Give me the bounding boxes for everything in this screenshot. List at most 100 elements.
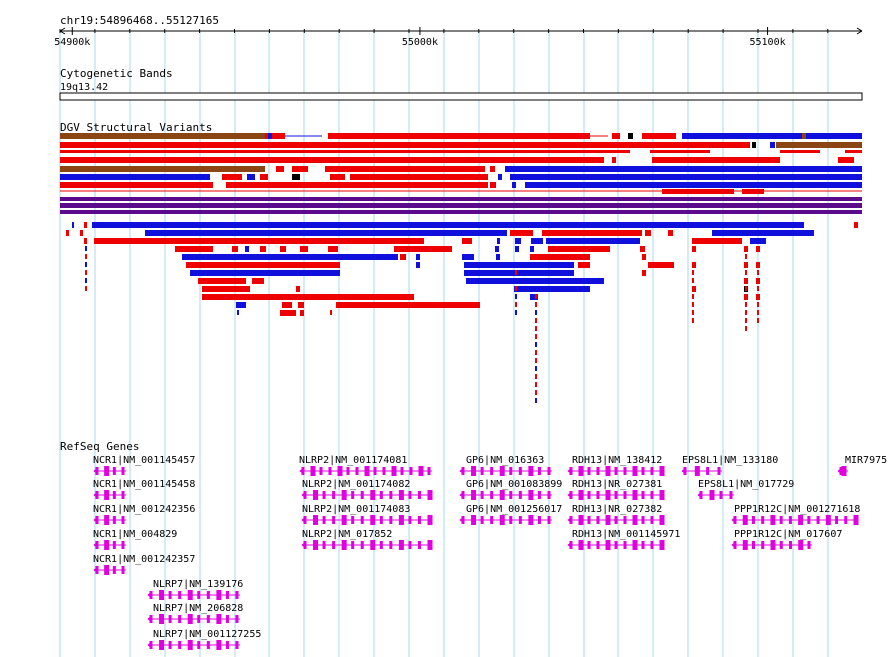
- structural-variant[interactable]: [640, 246, 645, 252]
- structural-variant[interactable]: [612, 133, 620, 139]
- structural-variant[interactable]: [645, 230, 651, 236]
- structural-variant[interactable]: [745, 302, 747, 307]
- structural-variant[interactable]: [60, 210, 862, 214]
- dgv-features[interactable]: [60, 133, 862, 403]
- structural-variant[interactable]: [530, 294, 538, 300]
- gene-model[interactable]: [731, 515, 859, 525]
- structural-variant[interactable]: [400, 254, 406, 260]
- structural-variant[interactable]: [515, 278, 517, 283]
- structural-variant[interactable]: [757, 262, 759, 267]
- structural-variant[interactable]: [182, 254, 398, 260]
- gene-model[interactable]: [301, 490, 433, 500]
- structural-variant[interactable]: [510, 174, 862, 180]
- structural-variant[interactable]: [280, 310, 296, 316]
- gene-model[interactable]: [459, 466, 552, 476]
- gene-model[interactable]: [93, 565, 126, 575]
- structural-variant[interactable]: [692, 286, 694, 291]
- ruler[interactable]: chr19:54896468..55127165 54900k 55000k 551…: [54, 14, 863, 48]
- structural-variant[interactable]: [692, 262, 696, 268]
- structural-variant[interactable]: [744, 246, 748, 252]
- structural-variant[interactable]: [692, 246, 696, 252]
- structural-variant[interactable]: [145, 230, 507, 236]
- structural-variant[interactable]: [510, 230, 533, 236]
- gene-model[interactable]: [837, 466, 848, 476]
- cytoband-bar[interactable]: [59, 92, 863, 101]
- structural-variant[interactable]: [642, 270, 646, 276]
- structural-variant[interactable]: [515, 238, 521, 244]
- structural-variant[interactable]: [650, 150, 710, 153]
- structural-variant[interactable]: [300, 246, 308, 252]
- structural-variant[interactable]: [60, 157, 604, 163]
- structural-variant[interactable]: [642, 254, 646, 260]
- structural-variant[interactable]: [757, 286, 759, 291]
- structural-variant[interactable]: [535, 374, 537, 379]
- structural-variant[interactable]: [416, 262, 420, 268]
- structural-variant[interactable]: [60, 197, 862, 201]
- structural-variant[interactable]: [464, 270, 574, 276]
- structural-variant[interactable]: [745, 262, 747, 267]
- structural-variant[interactable]: [662, 189, 734, 194]
- structural-variant[interactable]: [542, 230, 642, 236]
- structural-variant[interactable]: [757, 270, 759, 275]
- gene-features[interactable]: NCR1|NM_001145457 NCR1|NM_001145458 NCR1|N…: [93, 455, 887, 650]
- structural-variant[interactable]: [682, 133, 802, 139]
- structural-variant[interactable]: [292, 174, 300, 180]
- structural-variant[interactable]: [652, 157, 780, 163]
- structural-variant[interactable]: [530, 246, 534, 252]
- structural-variant[interactable]: [745, 278, 747, 283]
- structural-variant[interactable]: [515, 286, 517, 291]
- structural-variant[interactable]: [505, 166, 862, 172]
- structural-variant[interactable]: [462, 238, 472, 244]
- structural-variant[interactable]: [757, 318, 759, 323]
- structural-variant[interactable]: [416, 254, 420, 260]
- structural-variant[interactable]: [247, 174, 255, 180]
- gene-model[interactable]: [697, 490, 734, 500]
- structural-variant[interactable]: [535, 310, 537, 315]
- structural-variant[interactable]: [186, 262, 340, 268]
- structural-variant[interactable]: [328, 246, 338, 252]
- structural-variant[interactable]: [742, 189, 764, 194]
- structural-variant[interactable]: [515, 270, 517, 275]
- structural-variant[interactable]: [745, 318, 747, 323]
- structural-variant[interactable]: [498, 174, 502, 180]
- structural-variant[interactable]: [282, 302, 292, 308]
- structural-variant[interactable]: [546, 238, 640, 244]
- structural-variant[interactable]: [757, 278, 759, 283]
- structural-variant[interactable]: [84, 238, 87, 244]
- gene-model[interactable]: [681, 466, 722, 476]
- structural-variant[interactable]: [330, 310, 332, 315]
- structural-variant[interactable]: [692, 294, 694, 299]
- structural-variant[interactable]: [530, 254, 590, 260]
- gene-model[interactable]: [567, 540, 665, 550]
- structural-variant[interactable]: [692, 238, 742, 244]
- structural-variant[interactable]: [745, 286, 747, 291]
- structural-variant[interactable]: [535, 366, 537, 371]
- structural-variant[interactable]: [770, 142, 775, 148]
- structural-variant[interactable]: [222, 174, 242, 180]
- structural-variant[interactable]: [85, 286, 87, 291]
- structural-variant[interactable]: [462, 254, 474, 260]
- structural-variant[interactable]: [745, 326, 747, 331]
- structural-variant[interactable]: [757, 294, 759, 299]
- structural-variant[interactable]: [202, 286, 250, 292]
- gene-model[interactable]: [299, 466, 432, 476]
- structural-variant[interactable]: [466, 278, 604, 284]
- structural-variant[interactable]: [535, 390, 537, 395]
- structural-variant[interactable]: [512, 182, 516, 188]
- structural-variant[interactable]: [757, 310, 759, 315]
- structural-variant[interactable]: [85, 262, 87, 267]
- structural-variant[interactable]: [92, 222, 804, 228]
- structural-variant[interactable]: [692, 318, 694, 323]
- structural-variant[interactable]: [535, 318, 537, 323]
- structural-variant[interactable]: [535, 358, 537, 363]
- structural-variant[interactable]: [838, 157, 854, 163]
- structural-variant[interactable]: [497, 238, 500, 244]
- structural-variant[interactable]: [232, 246, 238, 252]
- structural-variant[interactable]: [495, 246, 499, 252]
- structural-variant[interactable]: [394, 246, 452, 252]
- gene-model[interactable]: [567, 466, 665, 476]
- structural-variant[interactable]: [745, 294, 747, 299]
- structural-variant[interactable]: [300, 310, 304, 316]
- structural-variant[interactable]: [94, 238, 424, 244]
